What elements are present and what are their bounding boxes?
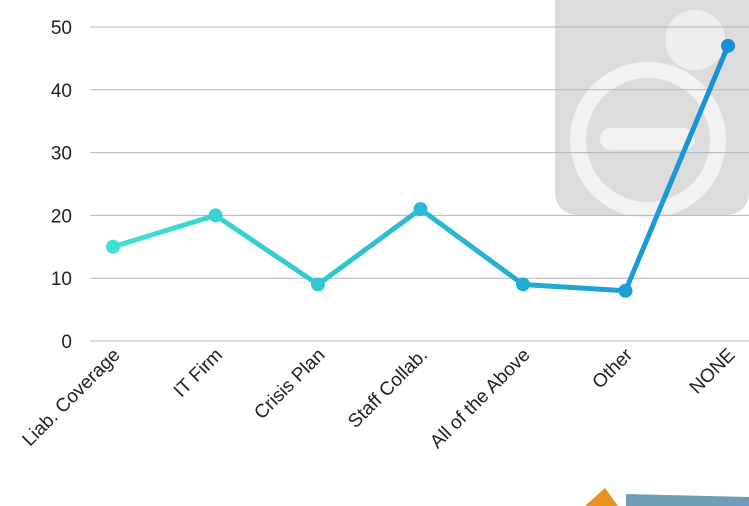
data-point [311, 277, 325, 292]
y-tick-label: 30 [51, 144, 72, 165]
y-tick-label: 10 [51, 269, 72, 290]
y-tick-label: 50 [51, 18, 72, 39]
x-tick-label: Other [589, 344, 638, 393]
x-tick-label: Crisis Plan [250, 345, 329, 424]
x-tick-label: Staff Collab. [344, 345, 432, 433]
data-point [516, 277, 530, 292]
background-decoration [555, 0, 749, 506]
data-point [208, 208, 223, 223]
x-tick-label: NONE [686, 345, 740, 399]
y-tick-label: 0 [61, 332, 72, 353]
x-tick-label: IT Firm [170, 345, 227, 402]
data-point [721, 38, 735, 53]
data-point [618, 283, 633, 298]
data-point [106, 239, 120, 254]
x-tick-label: Liab. Coverage [19, 345, 125, 451]
y-tick-label: 40 [51, 81, 72, 102]
data-point [413, 202, 428, 217]
y-tick-label: 20 [51, 206, 72, 227]
x-tick-label: All of the Above [426, 345, 534, 453]
plot [106, 38, 735, 298]
